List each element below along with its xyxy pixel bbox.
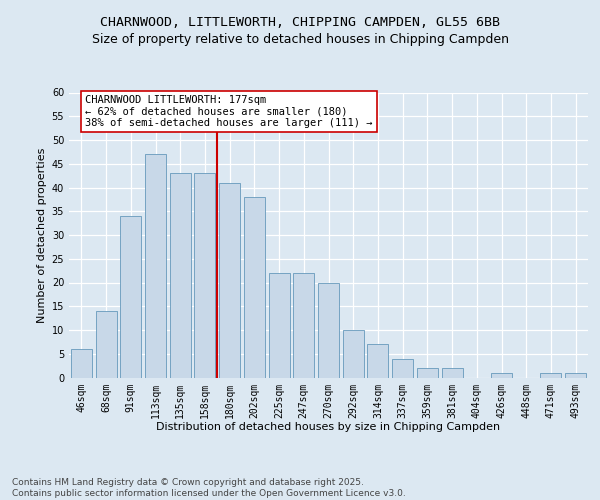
- Bar: [565, 373, 586, 378]
- Bar: [120, 216, 141, 378]
- Bar: [219, 182, 240, 378]
- Bar: [95, 311, 116, 378]
- Bar: [392, 358, 413, 378]
- Bar: [170, 174, 191, 378]
- Bar: [244, 197, 265, 378]
- Bar: [194, 174, 215, 378]
- Bar: [293, 273, 314, 378]
- Bar: [541, 373, 562, 378]
- Bar: [343, 330, 364, 378]
- Bar: [318, 282, 339, 378]
- X-axis label: Distribution of detached houses by size in Chipping Campden: Distribution of detached houses by size …: [157, 422, 500, 432]
- Text: Size of property relative to detached houses in Chipping Campden: Size of property relative to detached ho…: [91, 34, 509, 46]
- Y-axis label: Number of detached properties: Number of detached properties: [37, 148, 47, 322]
- Text: CHARNWOOD, LITTLEWORTH, CHIPPING CAMPDEN, GL55 6BB: CHARNWOOD, LITTLEWORTH, CHIPPING CAMPDEN…: [100, 16, 500, 29]
- Bar: [367, 344, 388, 378]
- Bar: [417, 368, 438, 378]
- Bar: [145, 154, 166, 378]
- Bar: [442, 368, 463, 378]
- Text: CHARNWOOD LITTLEWORTH: 177sqm
← 62% of detached houses are smaller (180)
38% of : CHARNWOOD LITTLEWORTH: 177sqm ← 62% of d…: [85, 95, 373, 128]
- Text: Contains HM Land Registry data © Crown copyright and database right 2025.
Contai: Contains HM Land Registry data © Crown c…: [12, 478, 406, 498]
- Bar: [491, 373, 512, 378]
- Bar: [269, 273, 290, 378]
- Bar: [71, 349, 92, 378]
